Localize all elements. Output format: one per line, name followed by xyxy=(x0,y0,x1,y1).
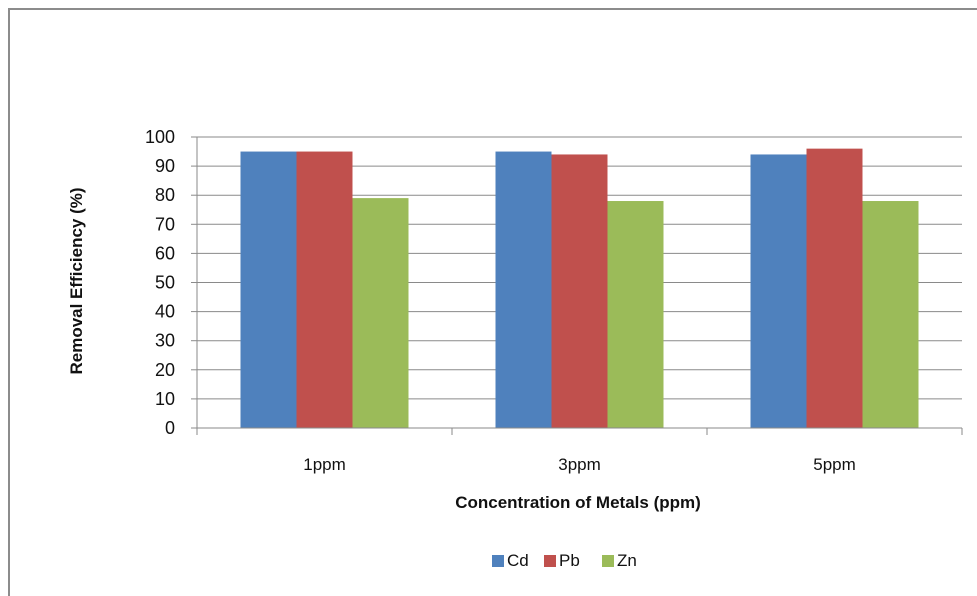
bar-cd-3ppm xyxy=(495,151,552,429)
legend-label: Zn xyxy=(617,551,637,570)
bar-pb-5ppm xyxy=(806,148,863,428)
legend-label: Cd xyxy=(507,551,529,570)
bar-zn-1ppm xyxy=(352,198,409,428)
x-axis-title: Concentration of Metals (ppm) xyxy=(455,493,701,512)
y-tick-label: 30 xyxy=(155,331,175,351)
legend-swatch-zn xyxy=(602,555,614,567)
legend: Cd Pb Zn xyxy=(492,551,637,570)
y-tick-label: 90 xyxy=(155,156,175,176)
bar-pb-1ppm xyxy=(296,151,353,429)
bar-zn-5ppm xyxy=(862,201,919,428)
legend-label: Pb xyxy=(559,551,580,570)
bar-zn-3ppm xyxy=(607,201,664,428)
bar-cd-5ppm xyxy=(750,154,807,428)
y-tick-label: 60 xyxy=(155,243,175,263)
bar-cd-1ppm xyxy=(240,151,297,429)
x-tick-label: 3ppm xyxy=(558,455,601,474)
y-tick-label: 100 xyxy=(145,127,175,147)
legend-swatch-cd xyxy=(492,555,504,567)
y-axis-title: Removal Efficiency (%) xyxy=(67,187,86,374)
y-tick-label: 10 xyxy=(155,389,175,409)
x-tick-label: 5ppm xyxy=(813,455,856,474)
x-tick-label: 1ppm xyxy=(303,455,346,474)
y-tick-label: 20 xyxy=(155,360,175,380)
y-tick-label: 80 xyxy=(155,185,175,205)
bars xyxy=(240,148,919,429)
y-tick-label: 40 xyxy=(155,302,175,322)
y-tick-label: 70 xyxy=(155,214,175,234)
legend-swatch-pb xyxy=(544,555,556,567)
y-tick-label: 50 xyxy=(155,273,175,293)
bar-pb-3ppm xyxy=(551,154,608,428)
axes: 0 10 20 30 40 50 60 70 80 90 100 1ppm 3ppm 5ppm xyxy=(145,127,963,474)
y-tick-label: 0 xyxy=(165,418,175,438)
